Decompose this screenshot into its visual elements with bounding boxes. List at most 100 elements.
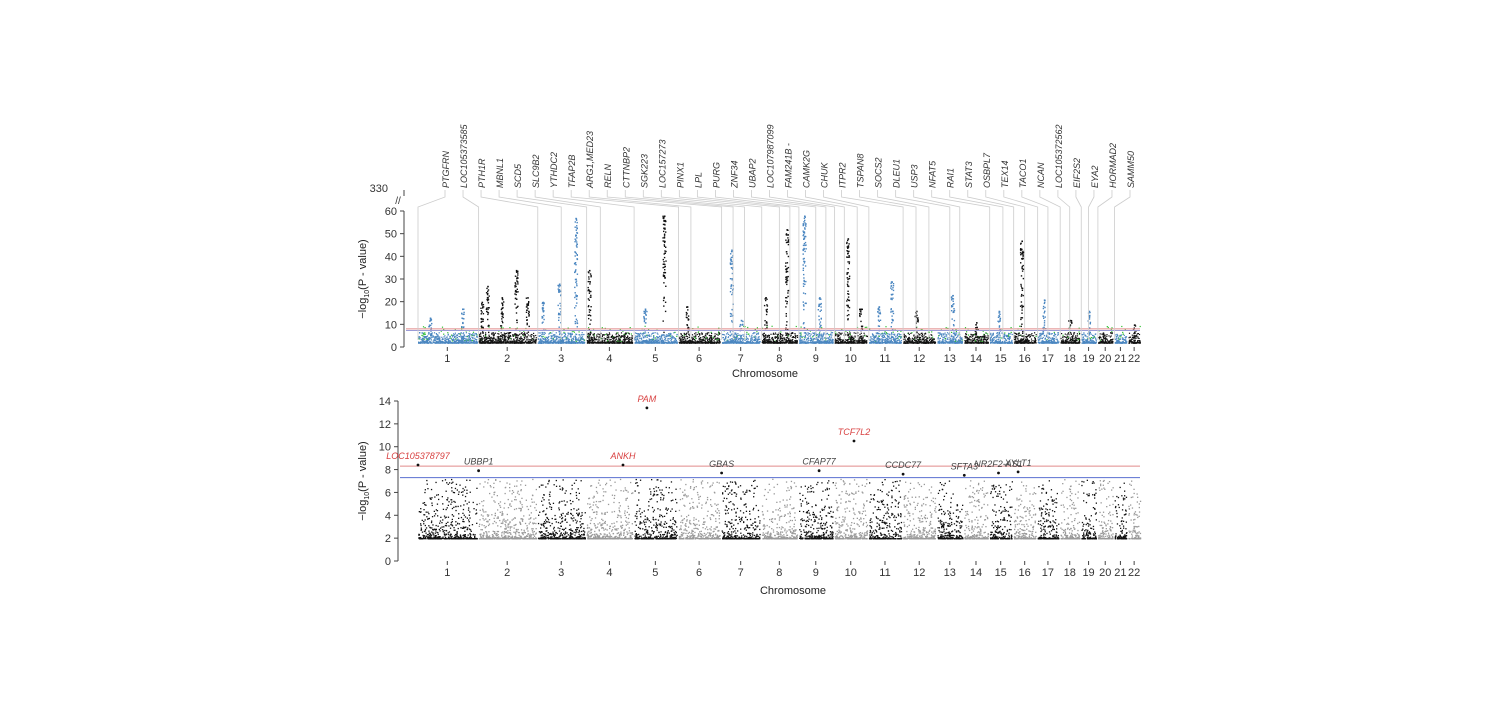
top-point bbox=[594, 337, 596, 340]
top-point bbox=[930, 337, 933, 339]
top-point bbox=[509, 327, 511, 329]
top-point bbox=[467, 335, 469, 337]
top-point bbox=[636, 332, 638, 335]
top-point bbox=[627, 342, 629, 344]
top-point bbox=[652, 341, 654, 343]
top-point bbox=[875, 336, 877, 339]
top-point bbox=[743, 342, 745, 344]
top-point bbox=[890, 338, 892, 340]
top-point bbox=[498, 335, 500, 338]
top-point bbox=[646, 336, 648, 338]
top-point bbox=[565, 342, 567, 344]
top-point bbox=[799, 336, 801, 338]
top-point bbox=[430, 338, 432, 340]
top-point bbox=[624, 334, 626, 336]
top-point bbox=[471, 340, 473, 342]
top-point bbox=[575, 333, 577, 335]
top-point bbox=[723, 334, 726, 336]
top-point bbox=[615, 342, 617, 344]
top-point bbox=[666, 336, 668, 338]
top-point bbox=[420, 341, 422, 343]
top-point bbox=[424, 336, 426, 338]
top-point bbox=[510, 338, 512, 340]
top-point bbox=[746, 338, 748, 340]
top-point bbox=[547, 341, 549, 343]
top-point bbox=[553, 336, 556, 338]
top-point bbox=[480, 332, 482, 334]
top-point bbox=[546, 336, 548, 338]
top-point bbox=[514, 342, 516, 344]
top-point bbox=[624, 338, 626, 340]
top-point bbox=[705, 333, 707, 335]
top-point bbox=[437, 339, 439, 341]
top-point bbox=[683, 337, 686, 339]
top-point bbox=[618, 339, 620, 341]
top-point bbox=[719, 333, 721, 335]
top-point bbox=[432, 342, 434, 344]
top-point bbox=[468, 337, 470, 339]
top-point bbox=[898, 342, 900, 344]
top-point bbox=[828, 342, 830, 344]
top-point bbox=[563, 342, 565, 344]
top-point bbox=[541, 333, 543, 335]
top-point bbox=[908, 333, 910, 336]
top-point bbox=[621, 342, 623, 344]
top-point bbox=[766, 341, 768, 343]
top-point bbox=[446, 337, 448, 339]
top-point bbox=[671, 336, 673, 338]
top-point bbox=[433, 336, 435, 338]
top-point bbox=[537, 338, 540, 340]
top-point bbox=[676, 341, 678, 343]
top-point bbox=[926, 340, 928, 342]
top-point bbox=[696, 333, 698, 336]
top-point bbox=[491, 337, 493, 339]
top-point bbox=[713, 335, 716, 337]
top-point bbox=[661, 341, 663, 344]
top-point bbox=[716, 339, 718, 341]
top-point bbox=[548, 342, 550, 344]
top-point bbox=[474, 342, 476, 344]
top-point bbox=[511, 341, 513, 343]
top-point bbox=[727, 333, 729, 335]
top-point bbox=[523, 330, 525, 332]
top-point bbox=[535, 339, 537, 341]
top-point bbox=[504, 339, 506, 341]
top-point bbox=[864, 339, 866, 341]
top-point bbox=[443, 333, 445, 335]
top-point bbox=[516, 339, 518, 341]
top-point bbox=[605, 333, 607, 336]
top-point bbox=[573, 331, 575, 333]
top-point bbox=[469, 340, 471, 342]
top-point bbox=[454, 339, 456, 341]
top-point bbox=[614, 342, 616, 344]
top-point bbox=[582, 334, 584, 336]
top-point bbox=[516, 342, 519, 344]
top-point bbox=[559, 341, 561, 343]
top-point bbox=[452, 338, 455, 340]
top-point bbox=[430, 342, 432, 344]
top-point bbox=[452, 339, 454, 341]
top-point bbox=[757, 340, 759, 342]
top-point bbox=[476, 339, 478, 341]
top-point bbox=[566, 338, 568, 340]
top-point bbox=[484, 338, 486, 341]
top-point bbox=[755, 340, 757, 342]
top-point bbox=[517, 336, 519, 338]
top-point bbox=[599, 339, 601, 341]
top-point bbox=[642, 342, 644, 344]
top-point bbox=[469, 333, 471, 335]
top-point bbox=[745, 333, 748, 335]
top-point bbox=[710, 340, 712, 342]
top-point bbox=[774, 332, 777, 334]
top-point bbox=[437, 334, 439, 336]
top-point bbox=[561, 338, 563, 340]
top-point bbox=[822, 342, 824, 344]
top-point bbox=[731, 338, 733, 340]
top-point bbox=[725, 340, 727, 342]
top-point bbox=[507, 334, 509, 336]
top-point bbox=[707, 339, 709, 341]
top-point bbox=[652, 332, 655, 334]
top-point bbox=[615, 340, 617, 342]
top-point bbox=[557, 339, 559, 341]
top-point bbox=[615, 336, 617, 338]
